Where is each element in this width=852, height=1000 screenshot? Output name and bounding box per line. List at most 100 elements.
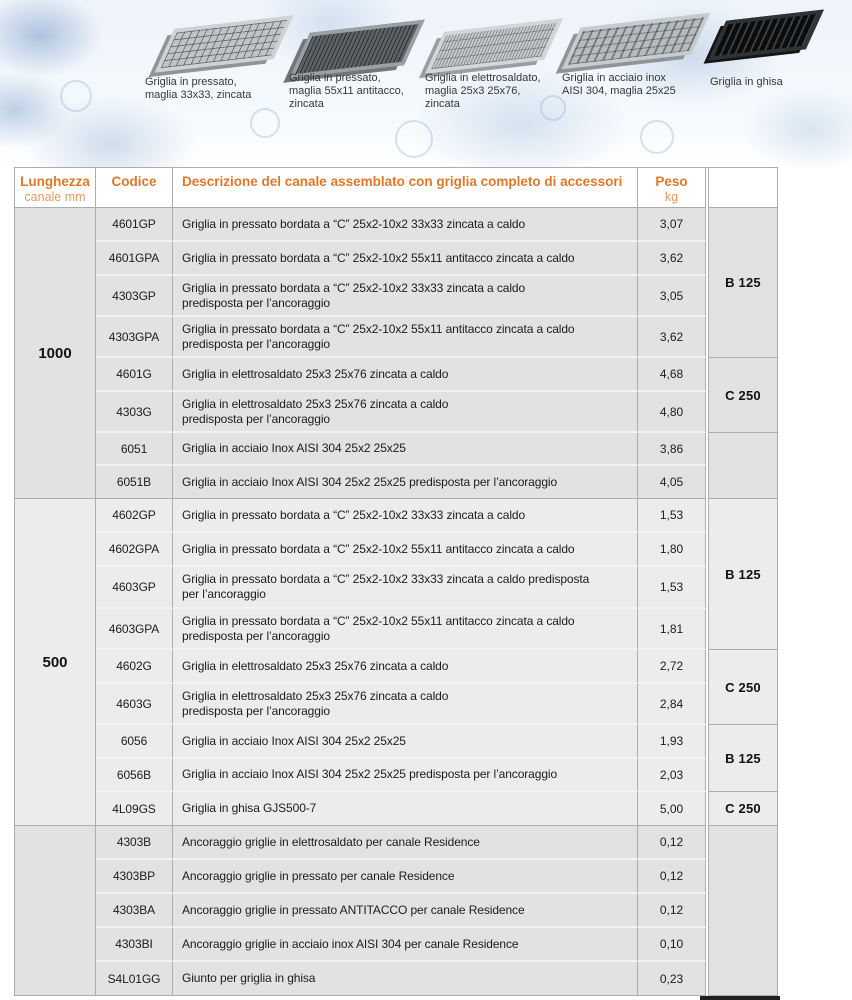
product-caption: Griglia in pressato, maglia 55x11 antita… xyxy=(289,72,404,110)
row-weight: 1,80 xyxy=(638,533,706,567)
row-description: Griglia in pressato bordata a “C” 25x2-1… xyxy=(173,499,638,533)
bubble-decoration xyxy=(250,108,280,138)
row-description: Griglia in pressato bordata a “C” 25x2-1… xyxy=(173,567,638,609)
row-code: 4603G xyxy=(96,684,173,725)
row-weight: 1,81 xyxy=(638,609,706,650)
load-class-badge: B 125 xyxy=(708,499,778,650)
row-weight: 4,05 xyxy=(638,466,706,499)
header-code-title: Codice xyxy=(111,174,157,189)
header-code: Codice xyxy=(96,168,173,208)
row-code: 4303GP xyxy=(96,276,173,317)
row-code: 4303BI xyxy=(96,928,173,962)
row-code: 6056 xyxy=(96,725,173,759)
row-weight: 2,03 xyxy=(638,759,706,792)
load-class-badge: C 250 xyxy=(708,792,778,826)
header-weight: Peso kg xyxy=(638,168,706,208)
load-class-badge: C 250 xyxy=(708,650,778,725)
row-weight: 0,23 xyxy=(638,962,706,996)
load-class-empty xyxy=(708,826,778,996)
bubble-decoration xyxy=(395,120,433,158)
row-weight: 2,72 xyxy=(638,650,706,684)
row-weight: 3,07 xyxy=(638,208,706,242)
row-description: Ancoraggio griglie in acciaio inox AISI … xyxy=(173,928,638,962)
row-description: Ancoraggio griglie in elettrosaldato per… xyxy=(173,826,638,860)
row-description: Griglia in acciaio Inox AISI 304 25x2 25… xyxy=(173,759,638,792)
row-description: Ancoraggio griglie in pressato ANTITACCO… xyxy=(173,894,638,928)
load-class-badge: B 125 xyxy=(708,725,778,792)
row-description: Griglia in pressato bordata a “C” 25x2-1… xyxy=(173,533,638,567)
group-length-500: 500 xyxy=(15,499,96,826)
row-description: Griglia in ghisa GJS500-7 xyxy=(173,792,638,826)
row-weight: 1,53 xyxy=(638,567,706,609)
row-code: 4601GP xyxy=(96,208,173,242)
row-weight: 0,12 xyxy=(638,826,706,860)
header-weight-title: Peso xyxy=(655,174,688,189)
row-code: 4303GPA xyxy=(96,317,173,358)
bubble-decoration xyxy=(540,95,566,121)
row-code: 4602GP xyxy=(96,499,173,533)
header-length-title: Lunghezza xyxy=(20,174,90,189)
load-class-badge: B 125 xyxy=(708,208,778,358)
row-code: 4603GP xyxy=(96,567,173,609)
row-description: Griglia in pressato bordata a “C” 25x2-1… xyxy=(173,609,638,650)
row-weight: 1,53 xyxy=(638,499,706,533)
row-weight: 0,12 xyxy=(638,860,706,894)
product-caption: Griglia in pressato, maglia 33x33, zinca… xyxy=(145,76,252,101)
load-class-empty xyxy=(708,433,778,499)
header-description: Descrizione del canale assemblato con gr… xyxy=(173,168,638,208)
bubble-decoration xyxy=(60,80,92,112)
row-code: 4601GPA xyxy=(96,242,173,276)
row-code: 4602G xyxy=(96,650,173,684)
product-table: Lunghezza canale mm Codice Descrizione d… xyxy=(14,167,778,996)
row-description: Griglia in elettrosaldato 25x3 25x76 zin… xyxy=(173,684,638,725)
group-length-1000: 1000 xyxy=(15,208,96,499)
bubble-decoration xyxy=(640,120,674,154)
page-footer-bar xyxy=(700,996,780,1000)
row-code: 4L09GS xyxy=(96,792,173,826)
row-code: 6056B xyxy=(96,759,173,792)
header-load-class xyxy=(708,168,778,208)
row-description: Giunto per griglia in ghisa xyxy=(173,962,638,996)
row-code: 6051B xyxy=(96,466,173,499)
row-description: Ancoraggio griglie in pressato per canal… xyxy=(173,860,638,894)
row-description: Griglia in acciaio Inox AISI 304 25x2 25… xyxy=(173,466,638,499)
row-description: Griglia in acciaio Inox AISI 304 25x2 25… xyxy=(173,725,638,759)
row-weight: 1,93 xyxy=(638,725,706,759)
row-code: 4303BP xyxy=(96,860,173,894)
row-code: S4L01GG xyxy=(96,962,173,996)
row-code: 4602GPA xyxy=(96,533,173,567)
header-weight-sub: kg xyxy=(664,190,679,204)
row-weight: 0,10 xyxy=(638,928,706,962)
row-description: Griglia in elettrosaldato 25x3 25x76 zin… xyxy=(173,650,638,684)
row-weight: 5,00 xyxy=(638,792,706,826)
row-weight: 3,62 xyxy=(638,317,706,358)
row-code: 4303G xyxy=(96,392,173,433)
row-description: Griglia in pressato bordata a “C” 25x2-1… xyxy=(173,208,638,242)
header-length: Lunghezza canale mm xyxy=(15,168,96,208)
water-background xyxy=(0,0,852,168)
header-length-sub: canale mm xyxy=(24,190,86,204)
row-weight: 2,84 xyxy=(638,684,706,725)
row-weight: 0,12 xyxy=(638,894,706,928)
group-accessories xyxy=(15,826,96,996)
row-code: 6051 xyxy=(96,433,173,466)
row-code: 4601G xyxy=(96,358,173,392)
row-code: 4303BA xyxy=(96,894,173,928)
row-description: Griglia in elettrosaldato 25x3 25x76 zin… xyxy=(173,358,638,392)
row-code: 4603GPA xyxy=(96,609,173,650)
header-description-title: Descrizione del canale assemblato con gr… xyxy=(182,174,623,189)
row-description: Griglia in pressato bordata a “C” 25x2-1… xyxy=(173,317,638,358)
row-weight: 3,62 xyxy=(638,242,706,276)
row-weight: 3,05 xyxy=(638,276,706,317)
product-caption: Griglia in acciaio inox AISI 304, maglia… xyxy=(562,72,676,97)
row-code: 4303B xyxy=(96,826,173,860)
row-description: Griglia in acciaio Inox AISI 304 25x2 25… xyxy=(173,433,638,466)
row-description: Griglia in pressato bordata a “C” 25x2-1… xyxy=(173,276,638,317)
product-caption: Griglia in ghisa xyxy=(710,76,783,88)
product-caption: Griglia in elettrosaldato, maglia 25x3 2… xyxy=(425,72,541,110)
row-description: Griglia in pressato bordata a “C” 25x2-1… xyxy=(173,242,638,276)
row-description: Griglia in elettrosaldato 25x3 25x76 zin… xyxy=(173,392,638,433)
row-weight: 4,68 xyxy=(638,358,706,392)
row-weight: 4,80 xyxy=(638,392,706,433)
row-weight: 3,86 xyxy=(638,433,706,466)
